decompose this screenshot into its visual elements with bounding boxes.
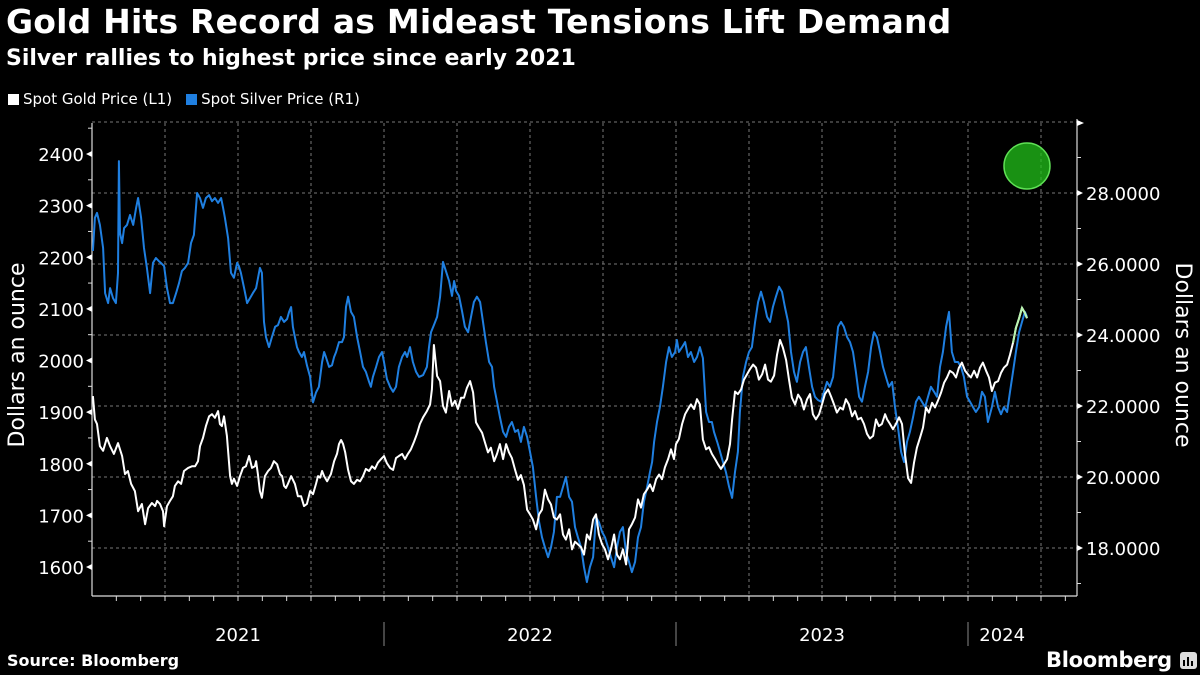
right-tick-label: 24.0000 bbox=[1086, 326, 1160, 347]
x-year-label: 2022 bbox=[507, 625, 553, 646]
gold-price-line bbox=[91, 306, 1028, 566]
right-axis-label: Dollars an ounce bbox=[1170, 262, 1195, 447]
right-tick-marker bbox=[1077, 261, 1083, 267]
left-tick-marker bbox=[86, 151, 92, 157]
silver-swatch bbox=[186, 93, 198, 105]
chart-subtitle: Silver rallies to highest price since ea… bbox=[6, 46, 576, 71]
left-axis-label: Dollars an ounce bbox=[5, 262, 30, 447]
gold-record-segment bbox=[1012, 305, 1028, 344]
gold-swatch bbox=[8, 93, 19, 105]
left-tick-marker bbox=[86, 564, 92, 570]
left-tick-label: 1800 bbox=[38, 455, 84, 476]
series-lines bbox=[91, 160, 1028, 584]
axes: 1600 1700 1800 1900 2000 2100 2200 2300 2400 18.0… bbox=[38, 119, 1160, 646]
right-tick-label: 26.0000 bbox=[1086, 255, 1160, 276]
record-high-highlight bbox=[1003, 142, 1051, 190]
silver-price-line bbox=[91, 160, 1028, 584]
right-tick-marker bbox=[1077, 474, 1083, 480]
left-tick-marker bbox=[86, 254, 92, 261]
right-tick-label: 20.0000 bbox=[1086, 468, 1160, 489]
left-tick-label: 1700 bbox=[38, 506, 84, 527]
x-year-label: 2024 bbox=[979, 625, 1025, 646]
left-tick-marker bbox=[86, 409, 92, 416]
right-tick-label: 28.0000 bbox=[1086, 184, 1160, 205]
highlight-layer bbox=[1003, 142, 1051, 344]
left-tick-label: 2100 bbox=[38, 300, 84, 321]
right-top-marker bbox=[1077, 120, 1084, 126]
legend: Spot Gold Price (L1) Spot Silver Price (… bbox=[8, 90, 360, 108]
bloomberg-chart-icon bbox=[1180, 652, 1197, 669]
chart-title: Gold Hits Record as Mideast Tensions Lif… bbox=[6, 2, 952, 41]
right-tick-marker bbox=[1077, 190, 1083, 196]
left-tick-label: 2300 bbox=[38, 197, 84, 218]
gridlines bbox=[92, 121, 1077, 596]
left-tick-marker bbox=[86, 460, 92, 467]
left-tick-label: 2200 bbox=[38, 248, 84, 269]
legend-label-gold: Spot Gold Price (L1) bbox=[23, 90, 173, 108]
left-tick-marker bbox=[86, 357, 92, 364]
left-tick-label: 1900 bbox=[38, 403, 84, 424]
left-tick-label: 2000 bbox=[38, 352, 84, 373]
left-tick-label: 2400 bbox=[38, 145, 84, 166]
bloomberg-logo: Bloomberg bbox=[1046, 648, 1172, 672]
source-note: Source: Bloomberg bbox=[7, 651, 180, 670]
x-year-label: 2021 bbox=[215, 625, 261, 646]
right-tick-label: 22.0000 bbox=[1086, 397, 1160, 418]
left-tick-label: 1600 bbox=[38, 558, 84, 579]
left-tick-marker bbox=[86, 305, 92, 312]
x-year-label: 2023 bbox=[799, 625, 845, 646]
legend-item-gold: Spot Gold Price (L1) bbox=[8, 90, 172, 108]
right-tick-marker bbox=[1077, 403, 1083, 409]
left-tick-marker bbox=[86, 512, 92, 519]
left-tick-marker bbox=[86, 202, 92, 209]
right-tick-label: 18.0000 bbox=[1086, 539, 1160, 560]
legend-item-silver: Spot Silver Price (R1) bbox=[186, 90, 360, 108]
legend-label-silver: Spot Silver Price (R1) bbox=[201, 90, 360, 108]
right-tick-marker bbox=[1077, 545, 1083, 551]
right-tick-marker bbox=[1077, 332, 1083, 338]
